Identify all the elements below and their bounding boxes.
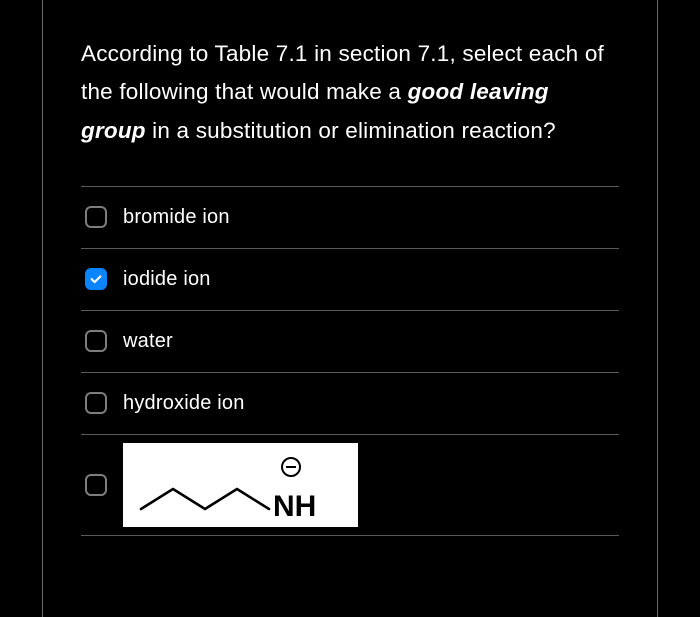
checkbox-bromide-ion[interactable] xyxy=(85,206,107,228)
option-bromide-ion[interactable]: bromide ion xyxy=(81,186,619,248)
question-panel: According to Table 7.1 in section 7.1, s… xyxy=(42,0,658,617)
amide-anion-icon: NH xyxy=(123,443,358,527)
option-label: bromide ion xyxy=(123,206,230,229)
option-iodide-ion[interactable]: iodide ion xyxy=(81,248,619,310)
option-label: iodide ion xyxy=(123,268,211,291)
question-text: According to Table 7.1 in section 7.1, s… xyxy=(81,35,619,150)
option-list: bromide ion iodide ion water hydroxide i… xyxy=(81,186,619,536)
option-hydroxide-ion[interactable]: hydroxide ion xyxy=(81,372,619,434)
checkbox-hydroxide-ion[interactable] xyxy=(85,392,107,414)
checkbox-amide-structure[interactable] xyxy=(85,474,107,496)
option-amide-structure[interactable]: NH xyxy=(81,434,619,536)
chemical-structure: NH xyxy=(123,443,358,527)
svg-text:NH: NH xyxy=(273,490,316,523)
question-part2: in a substitution or elimination reactio… xyxy=(146,118,556,143)
option-label: hydroxide ion xyxy=(123,392,245,415)
option-water[interactable]: water xyxy=(81,310,619,372)
option-label: water xyxy=(123,330,173,353)
checkbox-water[interactable] xyxy=(85,330,107,352)
check-icon xyxy=(89,272,103,286)
checkbox-iodide-ion[interactable] xyxy=(85,268,107,290)
